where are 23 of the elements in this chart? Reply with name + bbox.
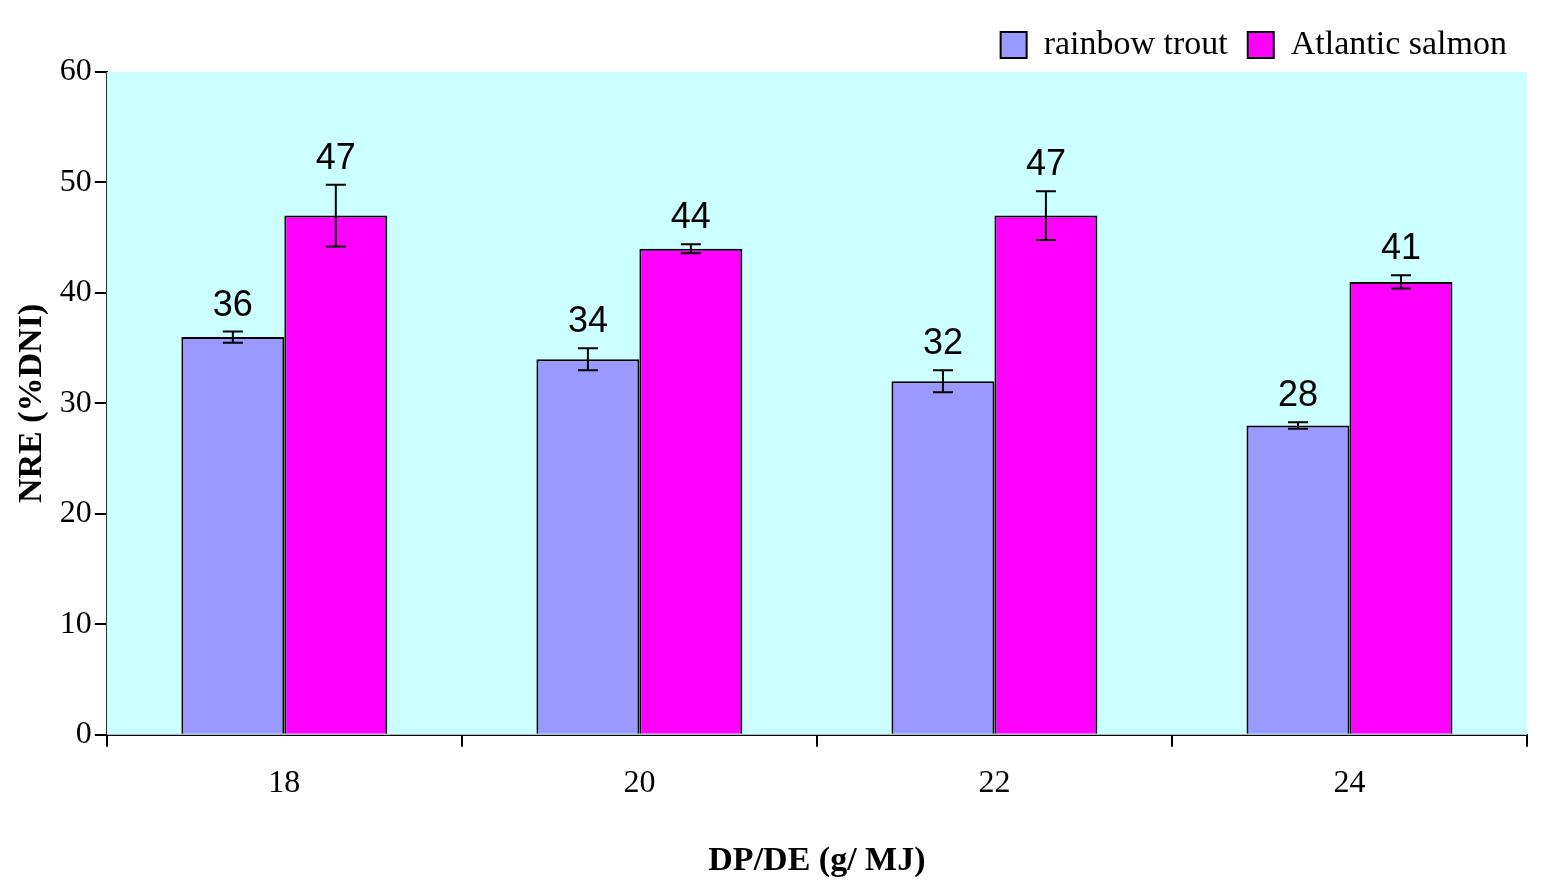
legend-label: rainbow trout	[1043, 23, 1229, 61]
data-label: 36	[212, 282, 253, 324]
x-tick-label: 22	[978, 763, 1011, 800]
y-tick-label: 50	[59, 161, 92, 198]
y-tick-label: 0	[75, 714, 92, 751]
data-label: 41	[1380, 226, 1421, 268]
y-tick-label: 20	[59, 493, 92, 530]
x-tick-label: 20	[623, 763, 656, 800]
y-tick-label: 30	[59, 382, 92, 419]
data-label: 34	[567, 299, 608, 341]
x-tick-label: 18	[268, 763, 301, 800]
y-tick-label: 40	[59, 272, 92, 309]
data-label: 44	[670, 195, 711, 237]
y-tick-label: 10	[59, 603, 92, 640]
legend-label: Atlantic salmon	[1290, 23, 1508, 61]
y-tick-label: 60	[59, 51, 92, 88]
x-axis-title: DP/DE (g/ MJ)	[708, 840, 926, 879]
data-label: 47	[315, 135, 356, 177]
data-label: 32	[922, 321, 963, 363]
x-tick-label: 24	[1333, 763, 1366, 800]
data-label: 47	[1025, 142, 1066, 184]
y-axis-title: NRE (%DNI)	[11, 303, 50, 504]
data-label: 28	[1277, 373, 1319, 415]
